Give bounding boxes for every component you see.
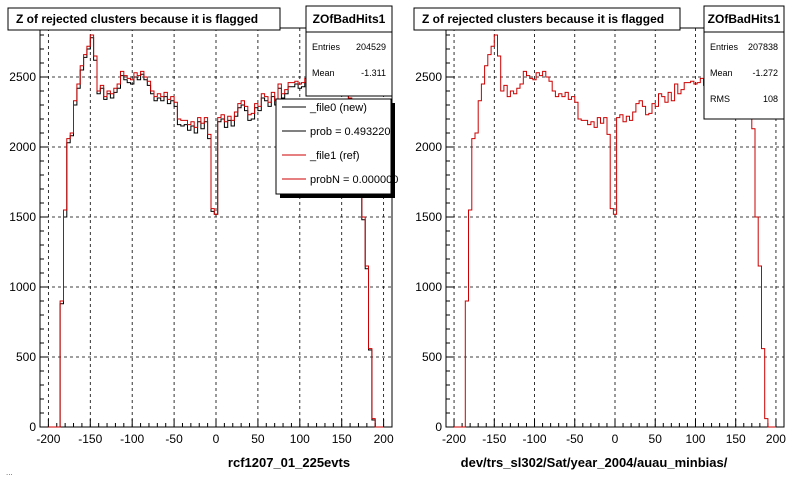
chart-panel-1: -200 -150 -100 -50 0 50 100 150 2000500100015002… <box>7 5 398 470</box>
x-tick-label: 200 <box>374 432 394 446</box>
stats-value: -1.272 <box>752 68 778 78</box>
x-tick-label: 100 <box>290 432 310 446</box>
legend-entry: _file0 (new) <box>309 102 367 114</box>
legend-entry: _file1 (ref) <box>309 150 360 162</box>
stats-label: Mean <box>710 68 733 78</box>
x-tick-label: -50 <box>165 432 183 446</box>
x-tick-label: 100 <box>685 432 705 446</box>
y-tick-label: 500 <box>422 350 442 364</box>
stats-value: 108 <box>763 94 778 104</box>
stats-label: Entries <box>312 42 341 52</box>
y-tick-label: 500 <box>16 350 36 364</box>
legend-entry: prob = 0.493220 <box>310 126 390 138</box>
stats-box <box>305 5 393 97</box>
y-tick-label: 2500 <box>9 70 36 84</box>
x-tick-label: 150 <box>726 432 746 446</box>
stats-label: Entries <box>710 42 739 52</box>
title-box <box>413 7 681 31</box>
stats-value: -1.311 <box>361 68 386 78</box>
x-tick-label: -100 <box>120 432 144 446</box>
x-tick-label: 50 <box>649 432 663 446</box>
chart-panel-2: -200 -150 -100 -50 0 50 100 150 2000500100015002… <box>413 5 786 470</box>
x-tick-label: 200 <box>766 432 786 446</box>
x-axis-label: dev/trs_sl302/Sat/year_2004/auau_minbias… <box>461 455 728 470</box>
footer-text: ... <box>6 468 13 477</box>
y-tick-label: 1000 <box>9 280 36 294</box>
y-tick-label: 1000 <box>415 280 442 294</box>
x-tick-label: 0 <box>213 432 220 446</box>
title-box <box>7 7 281 31</box>
chart-title: Z of rejected clusters because it is fla… <box>422 12 664 26</box>
x-tick-label: -150 <box>482 432 506 446</box>
stats-value: 204529 <box>356 42 386 52</box>
legend-box <box>275 98 392 195</box>
y-tick-label: 0 <box>29 420 36 434</box>
stats-label: Mean <box>312 68 335 78</box>
x-axis-label: rcf1207_01_225evts <box>228 455 350 470</box>
y-tick-label: 2000 <box>9 140 36 154</box>
x-tick-label: -50 <box>566 432 584 446</box>
stats-value: 207838 <box>748 42 778 52</box>
x-tick-label: -200 <box>442 432 466 446</box>
y-tick-label: 1500 <box>415 210 442 224</box>
x-tick-label: -150 <box>78 432 102 446</box>
x-tick-label: 0 <box>612 432 619 446</box>
stats-name: ZOfBadHits1 <box>708 12 781 26</box>
y-tick-label: 2500 <box>415 70 442 84</box>
stats-name: ZOfBadHits1 <box>313 12 386 26</box>
y-tick-label: 1500 <box>9 210 36 224</box>
legend-entry: probN = 0.000000 <box>310 174 398 186</box>
x-tick-label: -200 <box>36 432 60 446</box>
chart-title: Z of rejected clusters because it is fla… <box>16 12 258 26</box>
stats-box <box>703 5 785 120</box>
stats-label: RMS <box>710 94 730 104</box>
x-tick-label: 50 <box>251 432 265 446</box>
y-tick-label: 2000 <box>415 140 442 154</box>
y-tick-label: 0 <box>435 420 442 434</box>
x-tick-label: -100 <box>523 432 547 446</box>
x-tick-label: 150 <box>332 432 352 446</box>
